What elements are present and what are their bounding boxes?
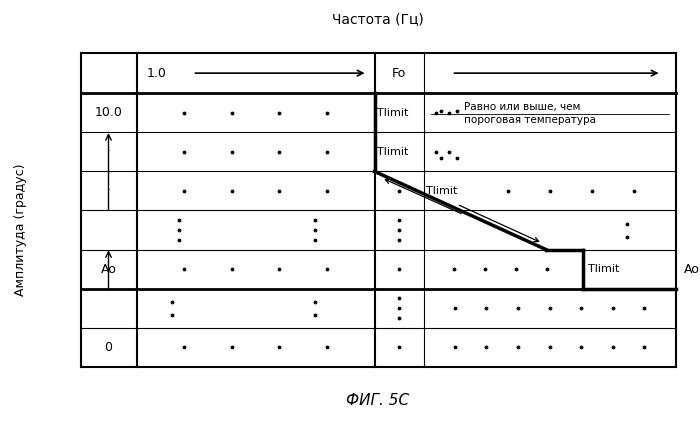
Text: ·: · — [106, 184, 111, 198]
Text: Tlimit: Tlimit — [377, 108, 408, 118]
Text: Ao: Ao — [684, 262, 700, 276]
Text: 10.0: 10.0 — [94, 106, 122, 119]
Text: Амплитуда (градус): Амплитуда (градус) — [15, 164, 27, 296]
Text: Tlimit: Tlimit — [377, 147, 408, 157]
Text: Tlimit: Tlimit — [426, 186, 457, 196]
Text: Частота (Гц): Частота (Гц) — [332, 12, 424, 26]
Text: Tlimit: Tlimit — [588, 264, 620, 274]
Text: Равно или выше, чем: Равно или выше, чем — [464, 102, 580, 112]
Text: 1.0: 1.0 — [147, 67, 167, 80]
Text: ·: · — [106, 145, 111, 159]
Text: ФИГ. 5С: ФИГ. 5С — [346, 393, 410, 408]
Text: пороговая температура: пороговая температура — [464, 115, 596, 125]
Text: Fo: Fo — [392, 67, 406, 80]
Text: 0: 0 — [104, 341, 113, 354]
Text: Ao: Ao — [101, 262, 116, 276]
